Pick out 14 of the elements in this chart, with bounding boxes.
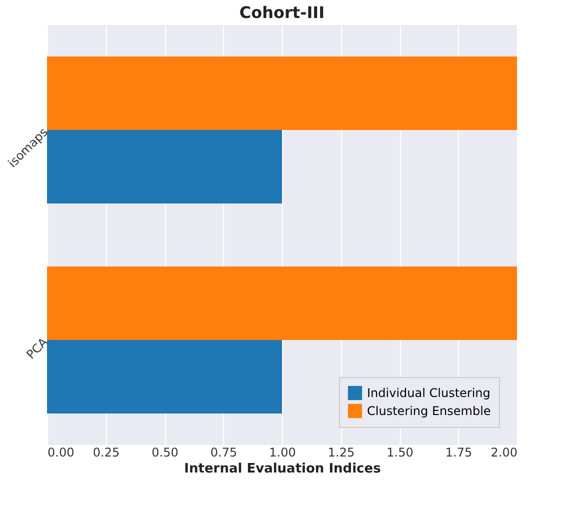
y-tick-label: PCA — [24, 334, 52, 362]
x-tick-label: 0.00 — [48, 446, 74, 460]
legend-label: Clustering Ensemble — [367, 404, 491, 418]
x-tick-label: 1.00 — [269, 446, 296, 460]
x-axis-title: Internal Evaluation Indices — [184, 462, 382, 476]
x-tick-label: 2.00 — [490, 446, 518, 460]
x-tick-label: 0.25 — [92, 446, 120, 460]
x-tick-label: 0.50 — [152, 446, 178, 460]
x-tick-label: 0.75 — [210, 446, 238, 460]
x-tick-label: 1.25 — [328, 446, 355, 460]
legend-label: Individual Clustering — [367, 386, 490, 400]
x-tick-label: 1.50 — [386, 446, 414, 460]
chart-title: Cohort-III — [239, 3, 325, 22]
x-tick-label: 1.75 — [445, 446, 472, 460]
